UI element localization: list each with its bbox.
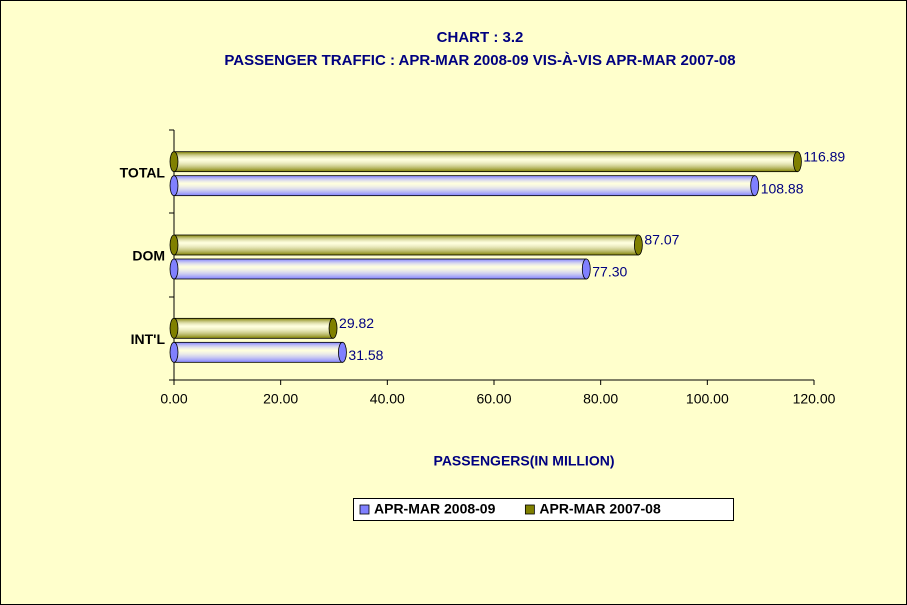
y-tick-label: INT'L — [131, 331, 166, 347]
x-tick-label: 80.00 — [583, 391, 618, 407]
x-tick-label: 120.00 — [793, 391, 836, 407]
bar-cap — [581, 258, 591, 280]
bar — [173, 234, 639, 256]
bar-cap — [633, 234, 643, 256]
bar-cap — [169, 317, 179, 339]
y-tick-label: DOM — [132, 248, 165, 264]
x-tick-label: 20.00 — [263, 391, 298, 407]
y-tick-label: TOTAL — [120, 164, 166, 180]
bar-cap — [750, 175, 760, 197]
legend-box — [353, 498, 734, 521]
value-label: 116.89 — [803, 148, 845, 164]
x-tick-label: 60.00 — [476, 391, 511, 407]
bar-cap — [793, 151, 802, 173]
bar-cap — [338, 341, 347, 363]
bar — [173, 258, 587, 280]
value-label: 29.82 — [339, 315, 374, 331]
bar-cap — [169, 151, 179, 173]
legend-label: APR-MAR 2008-09 — [374, 501, 496, 517]
legend-swatch — [524, 504, 535, 515]
bar — [173, 175, 756, 197]
x-tick-label: 0.00 — [160, 391, 187, 407]
x-tick-label: 40.00 — [370, 391, 405, 407]
value-label: 108.88 — [761, 180, 804, 196]
chart-subtitle: PASSENGER TRAFFIC : APR-MAR 2008-09 VIS-… — [224, 52, 735, 69]
bar — [173, 317, 334, 339]
bar — [173, 341, 343, 363]
legend-swatch — [359, 504, 370, 515]
bar-cap — [169, 341, 179, 363]
value-label: 31.58 — [348, 347, 383, 363]
x-axis-title: PASSENGERS(IN MILLION) — [434, 453, 615, 469]
bar-cap — [169, 175, 179, 197]
bar-cap — [169, 258, 179, 280]
legend-label: APR-MAR 2007-08 — [539, 501, 661, 517]
y-axis-ticks — [169, 129, 174, 381]
bar-cap — [328, 317, 338, 339]
bar-cap — [169, 234, 179, 256]
chart-title: CHART : 3.2 — [437, 29, 524, 46]
x-tick-label: 100.00 — [686, 391, 729, 407]
value-label: 87.07 — [644, 232, 679, 248]
bar — [173, 151, 798, 173]
value-label: 77.30 — [592, 264, 627, 280]
